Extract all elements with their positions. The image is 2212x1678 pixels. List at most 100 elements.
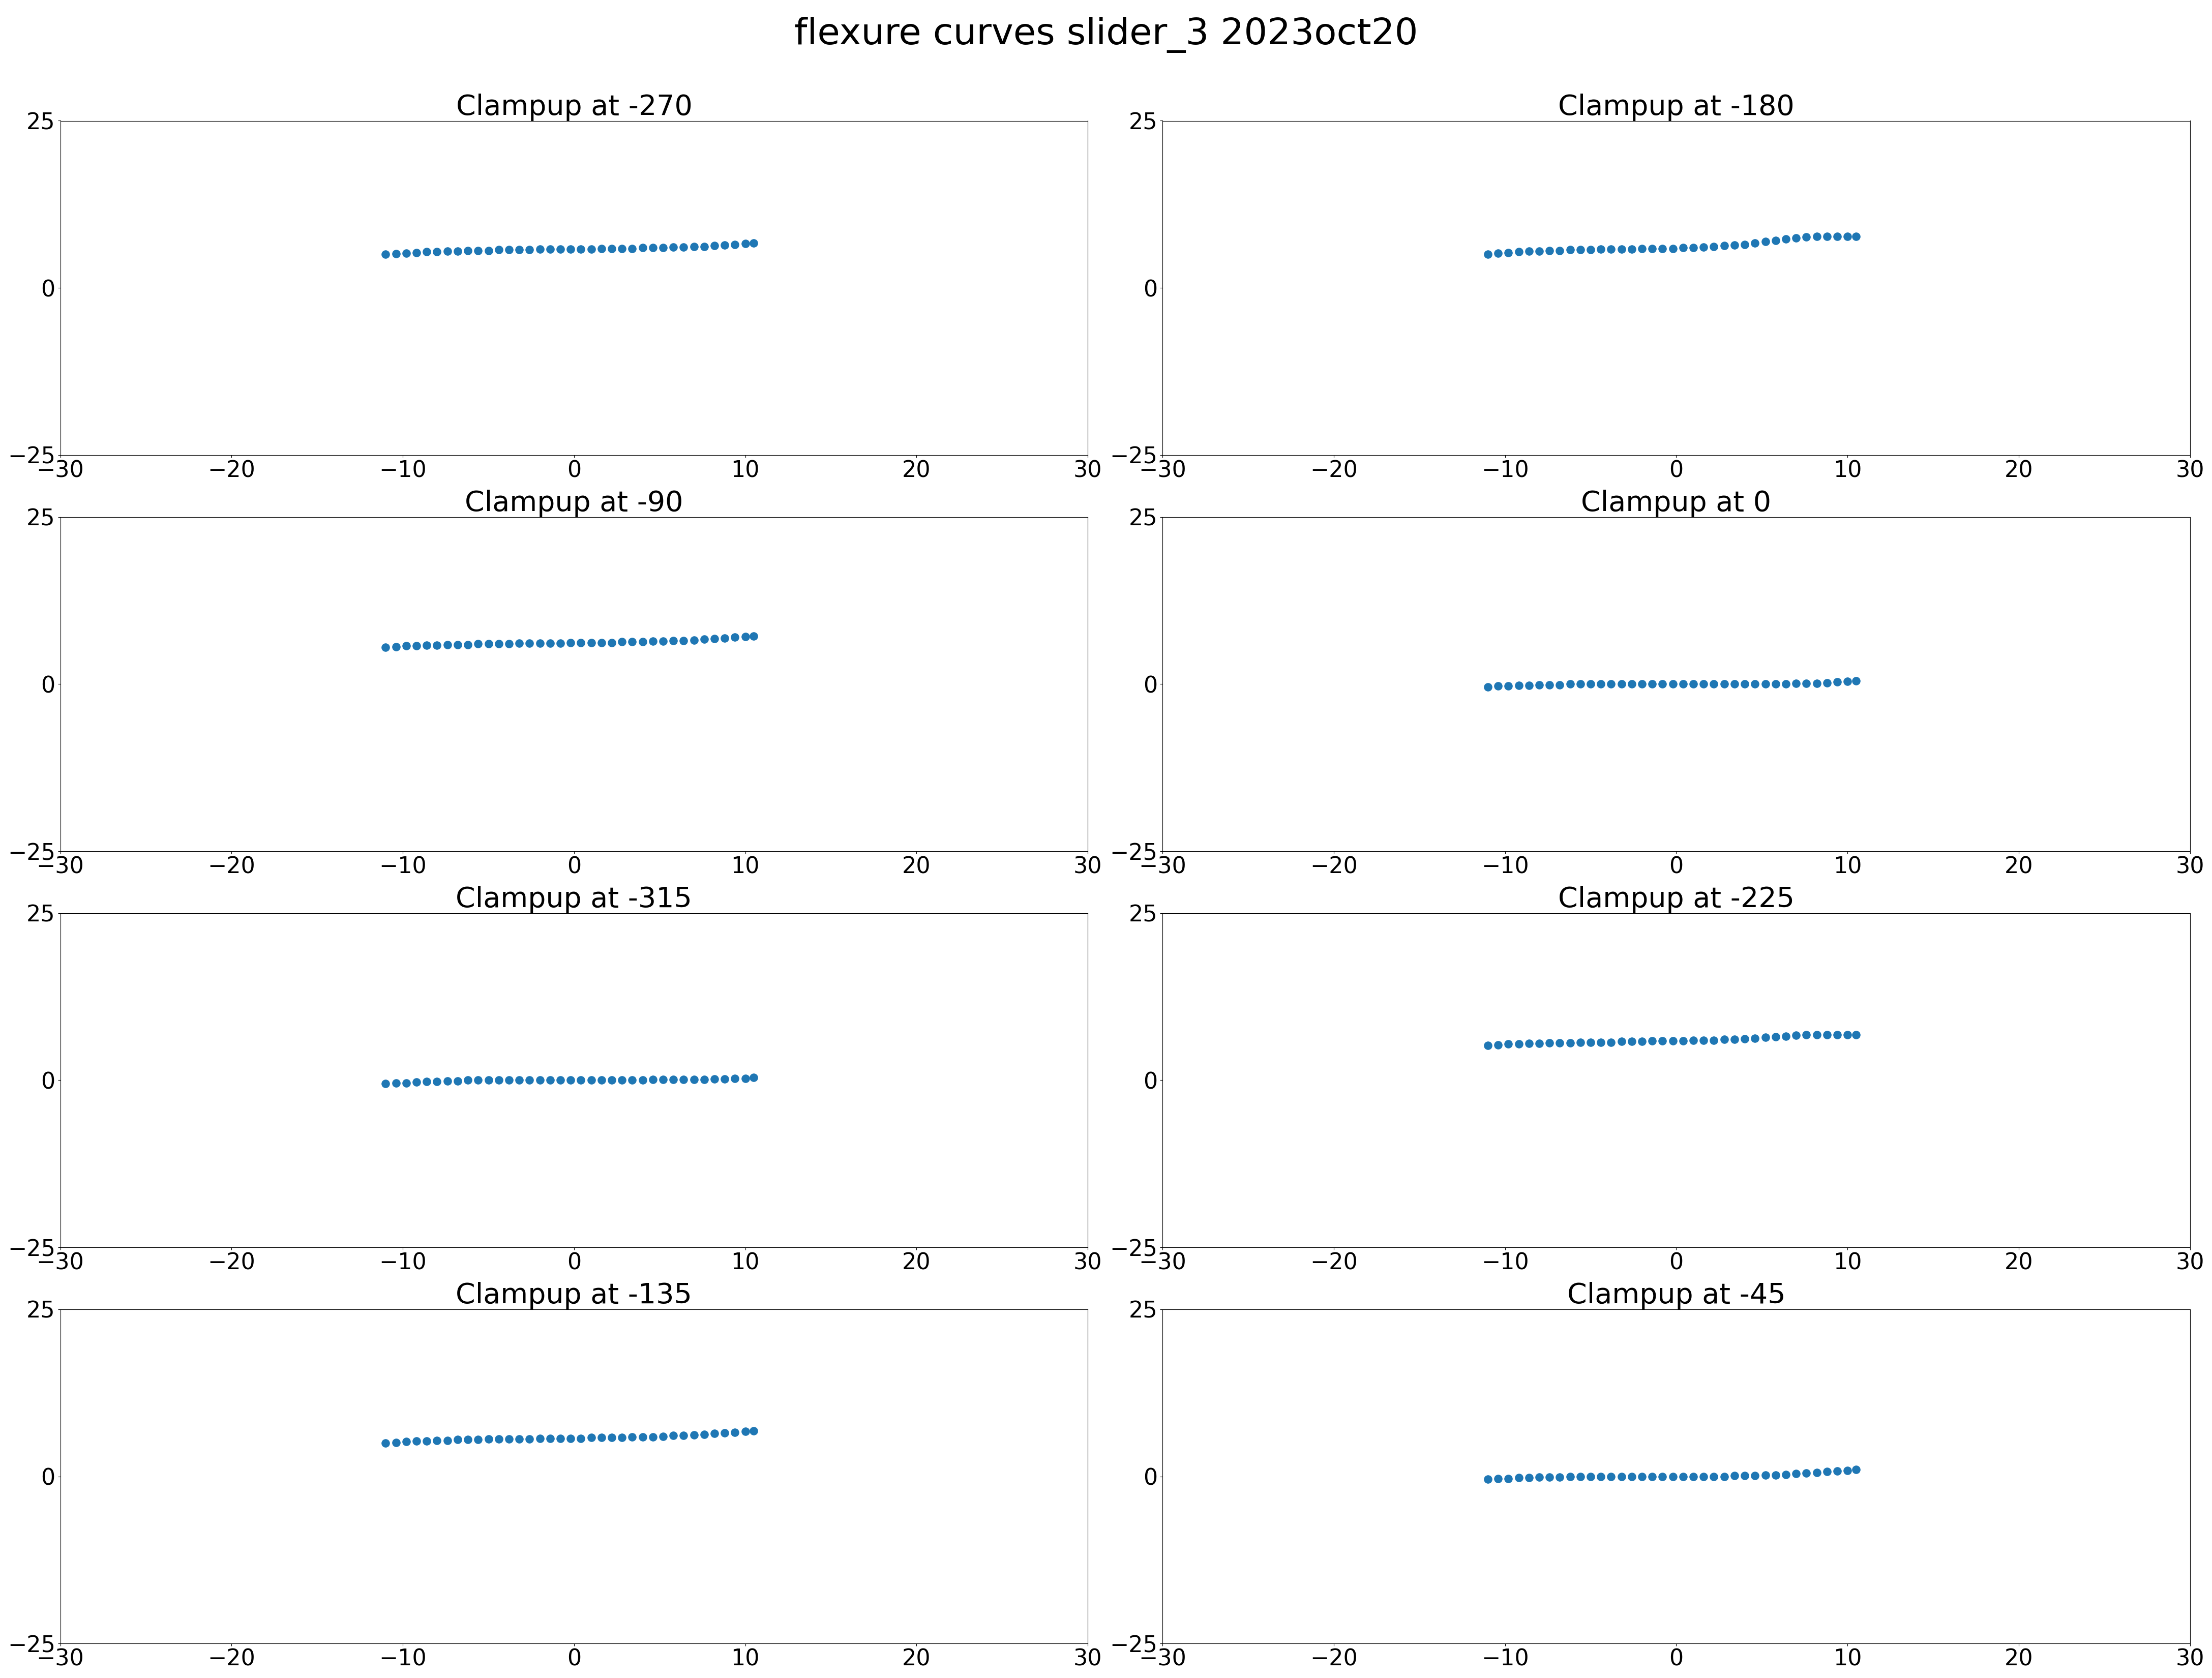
Point — [1522, 671, 1557, 698]
Point — [1553, 237, 1588, 263]
Point — [717, 1066, 752, 1092]
Point — [1820, 1458, 1856, 1485]
Point — [595, 1067, 630, 1094]
Point — [367, 634, 403, 661]
Point — [708, 1066, 743, 1092]
Point — [1686, 233, 1721, 260]
Point — [737, 1418, 772, 1445]
Point — [1471, 1032, 1506, 1059]
Point — [1798, 1458, 1834, 1485]
Point — [635, 1423, 670, 1450]
Point — [1511, 671, 1546, 698]
Point — [1471, 673, 1506, 700]
Point — [420, 1426, 456, 1453]
Point — [511, 1426, 546, 1453]
Point — [553, 629, 588, 656]
Point — [1593, 1463, 1628, 1490]
Point — [1809, 670, 1845, 696]
Point — [1562, 1029, 1597, 1055]
Point — [1728, 1025, 1763, 1052]
Point — [378, 633, 414, 659]
Point — [615, 235, 650, 262]
Point — [728, 230, 763, 257]
Point — [717, 624, 752, 651]
Point — [635, 1066, 670, 1092]
Point — [533, 1067, 568, 1094]
Point — [522, 235, 557, 262]
Point — [1646, 235, 1681, 262]
Point — [1491, 673, 1526, 700]
Point — [1615, 235, 1650, 262]
Point — [1502, 238, 1537, 265]
Point — [1829, 223, 1865, 250]
Point — [1705, 671, 1741, 698]
Point — [480, 631, 515, 658]
Point — [1646, 1463, 1681, 1490]
Point — [1790, 223, 1825, 250]
Point — [1502, 671, 1537, 698]
Point — [389, 633, 425, 659]
Point — [511, 237, 546, 263]
Point — [697, 1420, 732, 1446]
Point — [1767, 225, 1803, 252]
Point — [564, 1067, 599, 1094]
Point — [389, 1069, 425, 1096]
Point — [1829, 1457, 1865, 1483]
Point — [1573, 1463, 1608, 1490]
Point — [502, 1426, 538, 1453]
Point — [646, 1423, 681, 1450]
Point — [1717, 1462, 1752, 1488]
Title: Clampup at -180: Clampup at -180 — [1557, 94, 1794, 121]
Point — [1717, 671, 1752, 698]
Point — [604, 629, 639, 656]
Point — [1759, 671, 1794, 698]
Point — [1717, 232, 1752, 258]
Point — [409, 238, 445, 265]
Point — [1615, 1029, 1650, 1055]
Point — [1736, 230, 1772, 257]
Point — [1471, 242, 1506, 268]
Point — [409, 633, 445, 659]
Point — [1584, 1029, 1619, 1055]
Point — [584, 629, 619, 656]
Point — [1767, 671, 1803, 698]
Point — [429, 238, 465, 265]
Point — [1677, 235, 1712, 262]
Point — [708, 232, 743, 258]
Point — [1522, 1463, 1557, 1490]
Point — [491, 631, 526, 658]
Point — [604, 1425, 639, 1451]
Point — [1697, 233, 1732, 260]
Title: Clampup at -225: Clampup at -225 — [1557, 886, 1794, 913]
Point — [1778, 1022, 1814, 1049]
Point — [1798, 223, 1834, 250]
Point — [737, 230, 772, 257]
Point — [1686, 1463, 1721, 1490]
Point — [717, 232, 752, 258]
Point — [1697, 1463, 1732, 1490]
Point — [1820, 1022, 1856, 1049]
Point — [471, 1067, 507, 1094]
Point — [1697, 1027, 1732, 1054]
Point — [1635, 1027, 1670, 1054]
Point — [646, 235, 681, 262]
Point — [1677, 671, 1712, 698]
Point — [1480, 1465, 1515, 1492]
Point — [635, 235, 670, 262]
Point — [728, 1418, 763, 1445]
Point — [1677, 1027, 1712, 1054]
Point — [655, 1066, 690, 1092]
Point — [1829, 1022, 1865, 1049]
Point — [1502, 1465, 1537, 1492]
Point — [635, 628, 670, 654]
Point — [1820, 223, 1856, 250]
Point — [1542, 671, 1577, 698]
Point — [1728, 671, 1763, 698]
Point — [542, 235, 577, 262]
Point — [728, 1066, 763, 1092]
Point — [1778, 670, 1814, 696]
Point — [1809, 223, 1845, 250]
Point — [1838, 668, 1874, 695]
Point — [429, 1426, 465, 1453]
Point — [502, 629, 538, 656]
